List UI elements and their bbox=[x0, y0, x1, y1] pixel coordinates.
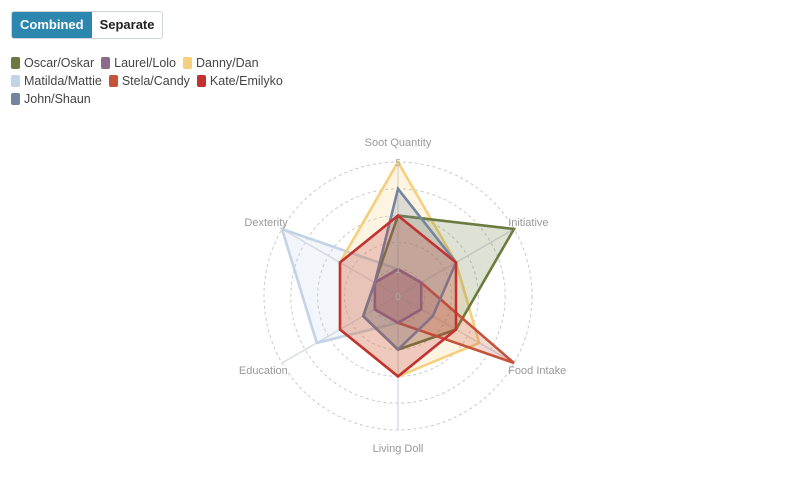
tick-label: 5 bbox=[395, 158, 401, 169]
radar-axis-labels: Soot Quantity Initiative Food Intake Living… bbox=[239, 137, 566, 455]
legend-label: Kate/Emilyko bbox=[209, 74, 283, 88]
axis-label: Dexterity bbox=[244, 217, 288, 229]
legend-swatch bbox=[101, 57, 111, 69]
axis-label: Initiative bbox=[508, 217, 548, 229]
legend-label: Matilda/Mattie bbox=[24, 74, 102, 88]
series-polygon-kate-emilyko[interactable] bbox=[338, 213, 458, 379]
axis-label: Soot Quantity bbox=[365, 137, 432, 149]
legend-item[interactable]: Laurel/Lolo bbox=[101, 54, 176, 72]
legend-item[interactable]: John/Shaun bbox=[11, 90, 91, 108]
axis-label: Living Doll bbox=[373, 443, 424, 455]
legend-label: John/Shaun bbox=[24, 92, 91, 106]
tick-label: 2 bbox=[395, 238, 401, 249]
tick-label: 1 bbox=[395, 265, 401, 276]
axis-label: Food Intake bbox=[508, 365, 566, 377]
legend-swatch bbox=[11, 57, 20, 69]
legend-item[interactable]: Stela/Candy bbox=[108, 72, 190, 90]
legend-swatch bbox=[11, 93, 20, 105]
axis-label: Education bbox=[239, 365, 288, 377]
separate-button[interactable]: Separate bbox=[91, 12, 163, 38]
legend-label: Danny/Dan bbox=[196, 56, 259, 70]
legend-item[interactable]: Kate/Emilyko bbox=[196, 72, 283, 90]
view-toggle: Combined Separate bbox=[11, 11, 164, 39]
legend-swatch bbox=[196, 75, 206, 87]
legend-item[interactable]: Oscar/Oskar bbox=[11, 54, 94, 72]
legend-label: Oscar/Oskar bbox=[24, 56, 95, 70]
legend-item[interactable]: Matilda/Mattie bbox=[11, 72, 102, 90]
chart-legend: Oscar/Oskar Laurel/Lolo Danny/Dan Matilda/M… bbox=[11, 54, 331, 108]
legend-swatch bbox=[183, 57, 193, 69]
legend-swatch bbox=[11, 75, 20, 87]
legend-label: Laurel/Lolo bbox=[114, 56, 177, 70]
radar-series bbox=[280, 159, 517, 379]
tick-label: 0 bbox=[395, 292, 401, 303]
grid-circle bbox=[370, 268, 426, 324]
combined-button[interactable]: Combined bbox=[12, 12, 92, 38]
legend-item[interactable]: Danny/Dan bbox=[183, 54, 259, 72]
legend-swatch bbox=[108, 75, 118, 87]
legend-label: Stela/Candy bbox=[121, 74, 190, 88]
radar-tick-labels: 0 1 2 5 bbox=[395, 158, 401, 303]
